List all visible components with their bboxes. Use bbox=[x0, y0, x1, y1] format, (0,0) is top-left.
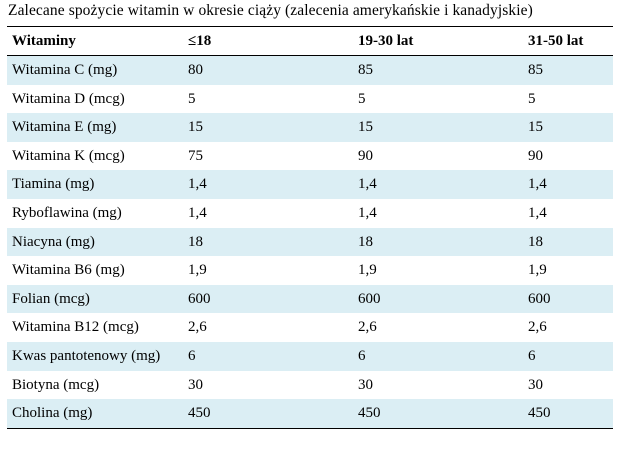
vitamin-name: Niacyna (mg) bbox=[7, 227, 183, 257]
value-age-31-50: 18 bbox=[523, 227, 613, 257]
table-row: Witamina B6 (mg) 1,9 1,9 1,9 bbox=[7, 256, 613, 285]
value-age-19-30: 450 bbox=[353, 399, 523, 429]
value-age-31-50: 6 bbox=[523, 341, 613, 371]
value-age-18: 1,4 bbox=[183, 170, 353, 199]
table-row: Folian (mcg) 600 600 600 bbox=[7, 284, 613, 314]
value-age-31-50: 2,6 bbox=[523, 313, 613, 342]
value-age-19-30: 2,6 bbox=[353, 313, 523, 342]
value-age-31-50: 15 bbox=[523, 113, 613, 142]
value-age-19-30: 600 bbox=[353, 284, 523, 314]
header-age-31-50: 31-50 lat bbox=[523, 26, 613, 56]
table-row: Witamina C (mg) 80 85 85 bbox=[7, 55, 613, 85]
value-age-18: 5 bbox=[183, 84, 353, 114]
value-age-31-50: 1,4 bbox=[523, 198, 613, 228]
vitamin-intake-table: Witaminy ≤18 19-30 lat 31-50 lat Witamin… bbox=[7, 26, 613, 429]
value-age-19-30: 6 bbox=[353, 341, 523, 371]
value-age-19-30: 1,4 bbox=[353, 198, 523, 228]
value-age-31-50: 1,4 bbox=[523, 170, 613, 199]
value-age-19-30: 30 bbox=[353, 370, 523, 400]
vitamin-name: Witamina B6 (mg) bbox=[7, 256, 183, 285]
table-row: Kwas pantotenowy (mg) 6 6 6 bbox=[7, 341, 613, 371]
value-age-18: 75 bbox=[183, 141, 353, 171]
vitamin-name: Tiamina (mg) bbox=[7, 170, 183, 199]
vitamin-name: Witamina E (mg) bbox=[7, 113, 183, 142]
value-age-31-50: 30 bbox=[523, 370, 613, 400]
header-row: Witaminy ≤18 19-30 lat 31-50 lat bbox=[7, 26, 613, 56]
table-row: Niacyna (mg) 18 18 18 bbox=[7, 227, 613, 257]
table-row: Biotyna (mcg) 30 30 30 bbox=[7, 370, 613, 400]
table-caption: Zalecane spożycie witamin w okresie ciąż… bbox=[8, 2, 533, 19]
value-age-31-50: 90 bbox=[523, 141, 613, 171]
vitamin-name: Ryboflawina (mg) bbox=[7, 198, 183, 228]
value-age-31-50: 5 bbox=[523, 84, 613, 114]
value-age-19-30: 1,4 bbox=[353, 170, 523, 199]
value-age-18: 80 bbox=[183, 55, 353, 85]
value-age-19-30: 1,9 bbox=[353, 256, 523, 285]
value-age-18: 450 bbox=[183, 399, 353, 429]
table-row: Witamina K (mcg) 75 90 90 bbox=[7, 141, 613, 171]
value-age-18: 6 bbox=[183, 341, 353, 371]
table-row: Ryboflawina (mg) 1,4 1,4 1,4 bbox=[7, 198, 613, 228]
table-row: Witamina B12 (mcg) 2,6 2,6 2,6 bbox=[7, 313, 613, 342]
table-row: Witamina D (mcg) 5 5 5 bbox=[7, 84, 613, 114]
value-age-31-50: 600 bbox=[523, 284, 613, 314]
value-age-18: 1,9 bbox=[183, 256, 353, 285]
value-age-31-50: 450 bbox=[523, 399, 613, 429]
header-vitamins: Witaminy bbox=[7, 26, 183, 56]
value-age-31-50: 85 bbox=[523, 55, 613, 85]
value-age-19-30: 18 bbox=[353, 227, 523, 257]
vitamin-name: Witamina K (mcg) bbox=[7, 141, 183, 171]
value-age-18: 15 bbox=[183, 113, 353, 142]
value-age-19-30: 90 bbox=[353, 141, 523, 171]
vitamin-name: Biotyna (mcg) bbox=[7, 370, 183, 400]
vitamin-name: Witamina B12 (mcg) bbox=[7, 313, 183, 342]
header-age-19-30: 19-30 lat bbox=[353, 26, 523, 56]
vitamin-name: Witamina C (mg) bbox=[7, 55, 183, 85]
table-row: Cholina (mg) 450 450 450 bbox=[7, 399, 613, 429]
value-age-18: 2,6 bbox=[183, 313, 353, 342]
vitamin-name: Cholina (mg) bbox=[7, 399, 183, 429]
value-age-18: 18 bbox=[183, 227, 353, 257]
value-age-18: 30 bbox=[183, 370, 353, 400]
table-row: Tiamina (mg) 1,4 1,4 1,4 bbox=[7, 170, 613, 199]
value-age-18: 600 bbox=[183, 284, 353, 314]
value-age-19-30: 85 bbox=[353, 55, 523, 85]
header-age-18: ≤18 bbox=[183, 26, 353, 56]
vitamin-name: Kwas pantotenowy (mg) bbox=[7, 341, 183, 371]
vitamin-name: Folian (mcg) bbox=[7, 284, 183, 314]
value-age-19-30: 5 bbox=[353, 84, 523, 114]
vitamin-name: Witamina D (mcg) bbox=[7, 84, 183, 114]
value-age-19-30: 15 bbox=[353, 113, 523, 142]
value-age-31-50: 1,9 bbox=[523, 256, 613, 285]
value-age-18: 1,4 bbox=[183, 198, 353, 228]
table-row: Witamina E (mg) 15 15 15 bbox=[7, 113, 613, 142]
